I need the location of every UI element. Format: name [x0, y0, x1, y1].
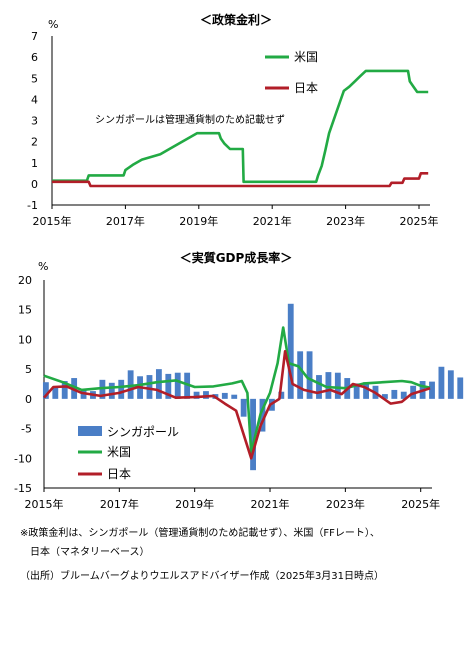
bar-sg: [363, 382, 369, 399]
footnote-1: ※政策金利は、シンガポール（管理通貨制のため記載せず）、米国（FFレート）、: [20, 526, 380, 539]
series-line-jp: [52, 172, 429, 188]
x-tick-label: 2021年: [253, 214, 292, 228]
y-tick-label: -10: [14, 452, 32, 465]
bar-sg: [174, 372, 181, 399]
bar-sg: [250, 398, 256, 471]
bar-sg: [287, 303, 294, 399]
bar-sg: [325, 372, 332, 399]
legend-label-jp-chart1: 日本: [294, 81, 318, 95]
y-tick-label: 15: [18, 304, 32, 317]
y-tick-label: 0: [31, 178, 38, 191]
bar-sg: [429, 381, 435, 399]
x-tick-label: 2017年: [100, 497, 139, 511]
bar-sg: [278, 391, 285, 399]
x-tick-label: 2021年: [251, 497, 290, 511]
bar-sg: [108, 382, 115, 399]
bar-sg: [127, 370, 134, 399]
bar-sg: [155, 369, 162, 399]
y-tick-label: 20: [18, 274, 32, 287]
chart1-title: ＜政策金利＞: [200, 12, 272, 27]
y-tick-label: 5: [31, 72, 38, 85]
series-line-jp: [43, 350, 431, 460]
bar-sg: [259, 398, 266, 432]
bar-sg: [381, 394, 388, 399]
x-tick-label: 2023年: [326, 214, 365, 228]
bar-sg: [203, 391, 209, 399]
bar-sg: [193, 391, 200, 399]
bar-sg: [240, 398, 247, 417]
bar-sg: [306, 351, 313, 399]
legend-label-us-chart2: 米国: [107, 445, 131, 459]
y-tick-label: 7: [31, 30, 38, 43]
bar-sg: [165, 373, 172, 399]
bar-sg: [52, 386, 59, 399]
y-tick-label: -15: [14, 482, 32, 495]
y-tick-label: 3: [31, 115, 38, 128]
bar-sg: [184, 372, 191, 399]
footnote-3: （出所）ブルームバーグよりウエルスアドバイザー作成（2025年3月31日時点）: [20, 569, 384, 582]
x-tick-label: 2025年: [399, 214, 438, 228]
x-tick-label: 2019年: [175, 497, 214, 511]
legend-label-jp-chart2: 日本: [107, 467, 131, 481]
bar-sg: [391, 389, 398, 399]
bar-sg: [447, 370, 454, 399]
x-tick-label: 2023年: [326, 497, 365, 511]
legend-swatch-sg: [78, 426, 102, 436]
x-tick-label: 2019年: [179, 214, 218, 228]
bar-sg: [118, 379, 125, 399]
y-tick-label: 0: [25, 393, 32, 406]
legend-label-us-chart1: 米国: [294, 50, 318, 64]
bar-sg: [221, 392, 228, 399]
bar-sg: [334, 372, 341, 399]
x-tick-label: 2025年: [401, 497, 440, 511]
chart1-unit: %: [48, 18, 58, 31]
real-gdp-chart: ＜実質GDP成長率＞ % -15 -10 -5 0 5 10 15 20 2015年 2017年…: [14, 250, 464, 511]
chart1-annotation: シンガポールは管理通貨制のため記載せず: [95, 113, 285, 126]
y-tick-label: 1: [31, 157, 38, 170]
bar-sg: [457, 377, 464, 399]
bar-sg: [316, 375, 322, 399]
policy-rate-chart: ＜政策金利＞ % -1 0 1 2 3 4 5 6 7 2015年 2017年 2019年 2021年…: [27, 12, 438, 228]
footnote-2: 日本（マネタリーベース）: [30, 545, 150, 558]
x-tick-label: 2017年: [106, 214, 145, 228]
y-tick-label: 2: [31, 136, 38, 149]
legend-label-sg: シンガポール: [107, 425, 179, 439]
y-tick-label: 5: [25, 363, 32, 376]
y-tick-label: 10: [18, 333, 32, 346]
bar-sg: [400, 391, 407, 399]
x-tick-label: 2015年: [25, 497, 64, 511]
bar-sg: [146, 375, 153, 399]
y-tick-label: -5: [21, 423, 32, 436]
y-tick-label: 6: [31, 51, 38, 64]
bar-sg: [297, 351, 304, 399]
bar-sg: [231, 394, 238, 399]
y-tick-label: 4: [31, 93, 38, 106]
chart2-unit: %: [38, 260, 48, 273]
bar-sg: [61, 381, 68, 399]
y-tick-label: -1: [27, 199, 38, 212]
series-line-us: [52, 69, 429, 184]
series-line-us: [43, 326, 431, 454]
chart2-title: ＜実質GDP成長率＞: [180, 250, 293, 265]
bar-sg: [438, 366, 445, 399]
bar-sg: [353, 383, 360, 399]
x-tick-label: 2015年: [33, 214, 72, 228]
bar-sg: [42, 382, 49, 399]
